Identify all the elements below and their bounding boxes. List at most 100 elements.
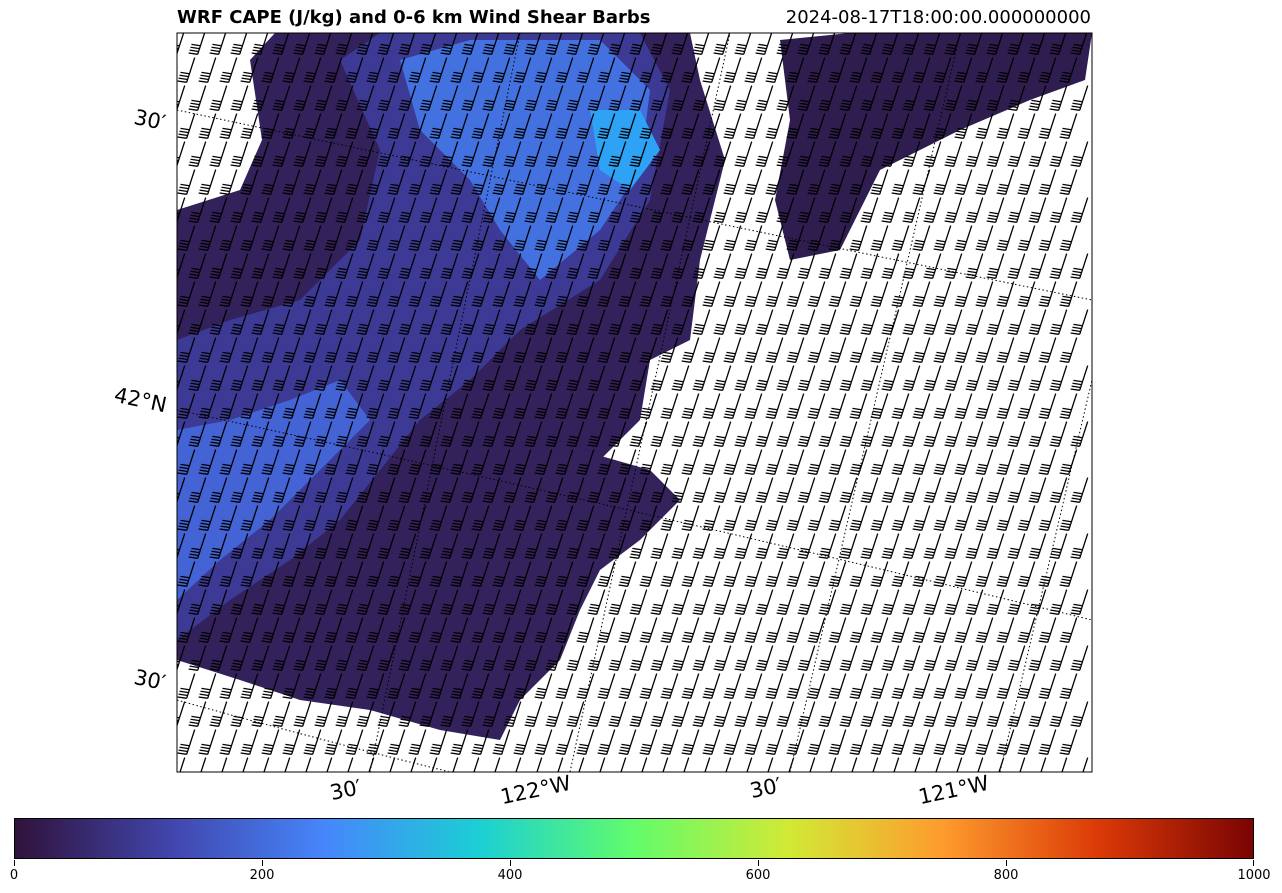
wind-barb (786, 393, 805, 419)
wind-barb (860, 197, 879, 223)
wind-barb (261, 393, 280, 419)
wind-barb (608, 421, 627, 447)
wind-barb (818, 33, 837, 55)
wind-barb (450, 113, 469, 139)
wind-barb (639, 393, 658, 419)
wind-barb (503, 309, 522, 335)
wind-barb (608, 85, 627, 111)
wind-barb (293, 365, 312, 391)
wind-barb (230, 197, 249, 223)
wind-barb (576, 169, 595, 195)
wind-barb (377, 365, 396, 391)
wind-barb (944, 253, 963, 279)
wind-barb (597, 225, 616, 251)
wind-barb (996, 57, 1015, 83)
wind-barb (555, 449, 574, 475)
wind-barb (902, 141, 921, 167)
wind-barb (545, 365, 564, 391)
wind-barb (891, 225, 910, 251)
wind-barb (219, 57, 238, 83)
wind-barb (1038, 225, 1057, 251)
wind-barb (702, 337, 721, 363)
wind-barb (534, 169, 553, 195)
wind-barb (776, 421, 795, 447)
wind-barb (240, 225, 259, 251)
wind-barb (209, 309, 228, 335)
wind-barb (597, 113, 616, 139)
wind-barb (975, 113, 994, 139)
wind-barb (650, 309, 669, 335)
wind-barb (261, 281, 280, 307)
wind-barb (293, 253, 312, 279)
wind-barb (219, 449, 238, 475)
wind-barb (219, 169, 238, 195)
wind-barb (713, 309, 732, 335)
wind-barb (807, 169, 826, 195)
wind-barb (786, 113, 805, 139)
wind-barb (1049, 197, 1068, 223)
wind-barb (650, 197, 669, 223)
wind-barb (933, 393, 952, 419)
wind-barb (335, 477, 354, 503)
wind-barb (377, 477, 396, 503)
wind-barb (524, 365, 543, 391)
wind-barb (629, 309, 648, 335)
wind-barb (398, 253, 417, 279)
wind-barb (356, 253, 375, 279)
wind-barb (366, 449, 385, 475)
wind-barb (776, 141, 795, 167)
wind-barb (377, 33, 396, 55)
wind-barb (356, 85, 375, 111)
wind-barb (744, 281, 763, 307)
wind-barb (923, 253, 942, 279)
wind-barb (744, 113, 763, 139)
wind-barb (975, 57, 994, 83)
wind-barb (534, 113, 553, 139)
wind-barb (219, 337, 238, 363)
wind-barb (776, 85, 795, 111)
wind-barb (734, 141, 753, 167)
wind-barb (576, 113, 595, 139)
wind-barb (881, 421, 900, 447)
colorbar-tick (758, 860, 759, 866)
wind-barb (188, 309, 207, 335)
wind-barb (954, 113, 973, 139)
wind-barb (870, 393, 889, 419)
wind-barb (986, 141, 1005, 167)
wind-barb (681, 281, 700, 307)
wind-barb (692, 197, 711, 223)
wind-barb (870, 57, 889, 83)
wind-barb (524, 141, 543, 167)
wind-barb (230, 85, 249, 111)
wind-barb (692, 33, 711, 55)
wind-barb (576, 393, 595, 419)
wind-barb (618, 225, 637, 251)
colorbar (14, 818, 1254, 859)
wind-barb (566, 477, 585, 503)
wind-barb (219, 393, 238, 419)
wind-barb (513, 57, 532, 83)
wind-barb (986, 421, 1005, 447)
wind-barb (870, 169, 889, 195)
wind-barb (618, 449, 637, 475)
wind-barb (965, 197, 984, 223)
wind-barb (912, 449, 931, 475)
wind-barb (807, 281, 826, 307)
wind-barb (513, 281, 532, 307)
wind-barb (387, 449, 406, 475)
wind-barb (419, 477, 438, 503)
wind-barb (954, 449, 973, 475)
wind-barb (744, 57, 763, 83)
wind-barb (545, 85, 564, 111)
wind-barb (671, 33, 690, 55)
wind-barb (251, 365, 270, 391)
wind-barb (1038, 449, 1057, 475)
wind-barb (702, 225, 721, 251)
wind-barb (639, 169, 658, 195)
wind-barb (1028, 309, 1047, 335)
wind-barb (545, 253, 564, 279)
wind-barb (1007, 365, 1026, 391)
wind-barb (891, 281, 910, 307)
wind-barb (440, 365, 459, 391)
wind-barb (1028, 197, 1047, 223)
